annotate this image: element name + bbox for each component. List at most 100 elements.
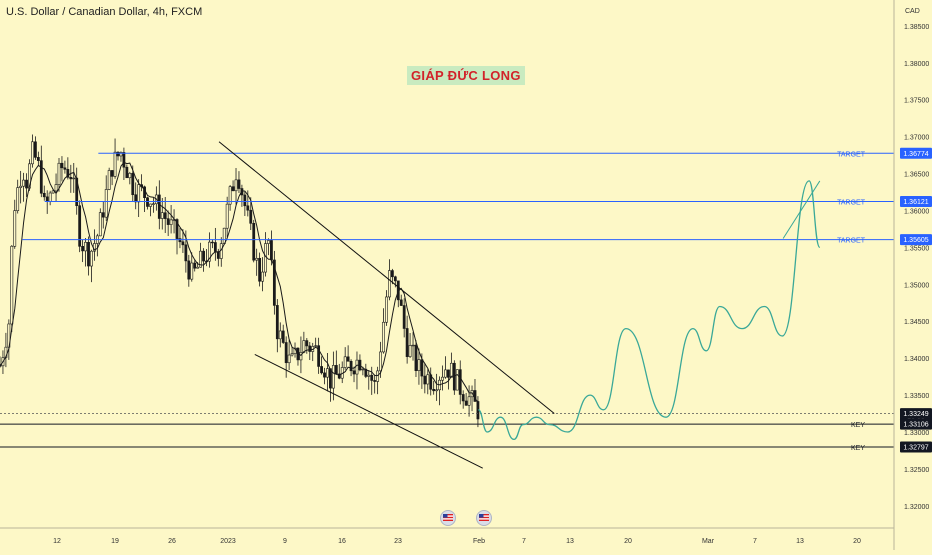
candle <box>84 237 87 267</box>
upper-trendline[interactable] <box>218 141 555 414</box>
time-tick-label: 2023 <box>220 538 236 545</box>
candle <box>417 348 421 385</box>
price-projection-path[interactable] <box>477 180 821 441</box>
price-tick-label: 1.33500 <box>904 393 929 400</box>
candle <box>175 218 179 255</box>
candle <box>423 363 427 394</box>
candle <box>54 173 58 202</box>
price-badge[interactable]: 1.32797 <box>900 441 932 453</box>
candle <box>63 160 67 174</box>
candle <box>252 219 256 263</box>
time-tick-label: 13 <box>796 538 804 545</box>
candle <box>326 353 329 392</box>
badge-value: 1.33249 <box>903 411 928 418</box>
candle <box>211 239 214 249</box>
candle <box>284 336 288 378</box>
candle <box>447 369 450 390</box>
us-flag-event-icon[interactable] <box>440 510 456 526</box>
lower-trendline[interactable] <box>254 354 483 469</box>
candle <box>231 180 235 192</box>
price-tick-label: 1.35000 <box>904 282 929 289</box>
price-tick-label: 1.36000 <box>904 208 929 215</box>
candle <box>432 380 436 395</box>
candle <box>78 200 82 253</box>
time-tick-label: 20 <box>624 538 632 545</box>
candle <box>75 167 79 215</box>
candle <box>281 324 285 344</box>
candle <box>261 257 264 292</box>
horizontal-levels[interactable]: TARGET TARGET TARGET KEY KEY <box>0 151 894 452</box>
level-label: TARGET <box>837 238 866 245</box>
currency-label: CAD <box>905 8 920 15</box>
candle <box>178 227 182 249</box>
candle <box>13 199 17 249</box>
time-tick-label: 13 <box>566 538 574 545</box>
candle <box>249 197 253 230</box>
price-badge[interactable]: 1.36121 <box>900 196 932 208</box>
candle <box>461 390 465 409</box>
candle <box>320 356 323 375</box>
candle <box>408 333 412 359</box>
candle <box>441 365 444 391</box>
candle <box>39 145 43 198</box>
moving-average-line <box>0 161 479 403</box>
price-tick-label: 1.33000 <box>904 430 929 437</box>
target-arrow-left[interactable] <box>782 180 821 239</box>
candle <box>160 197 164 230</box>
trendline-drawings[interactable] <box>218 141 821 469</box>
candle <box>314 337 318 348</box>
level-label: KEY <box>851 422 865 429</box>
candle <box>57 157 61 192</box>
candle <box>467 385 471 417</box>
price-badge[interactable]: 1.36774 <box>900 147 932 159</box>
candle <box>234 168 238 205</box>
economic-events[interactable] <box>440 510 492 526</box>
candle <box>402 298 406 338</box>
candle <box>352 366 356 383</box>
candle <box>393 275 397 288</box>
badge-value: 1.36774 <box>903 151 928 158</box>
candle <box>216 248 220 267</box>
price-tick-label: 1.37000 <box>904 135 929 142</box>
price-tick-label: 1.32500 <box>904 467 929 474</box>
candle <box>60 156 64 182</box>
price-badge[interactable]: 1.35605 <box>900 234 932 246</box>
time-tick-label: 7 <box>522 538 526 545</box>
candle <box>458 360 462 405</box>
time-tick-label: Mar <box>702 538 715 545</box>
candle <box>125 164 129 179</box>
candle <box>305 338 309 354</box>
time-tick-label: 23 <box>394 538 402 545</box>
candle <box>225 196 229 238</box>
candle <box>202 248 205 272</box>
candle <box>163 196 167 234</box>
candle <box>87 236 90 276</box>
candle <box>355 351 359 390</box>
candle <box>308 341 312 361</box>
price-badge[interactable]: 1.33106 <box>900 418 932 430</box>
candle <box>104 175 108 221</box>
candle <box>405 315 409 364</box>
candle <box>128 171 132 185</box>
candle <box>278 322 282 348</box>
candle <box>187 254 191 287</box>
badge-value: 1.36121 <box>903 199 928 206</box>
time-tick-label: 26 <box>168 538 176 545</box>
us-flag-event-icon[interactable] <box>476 510 492 526</box>
candle <box>42 185 46 201</box>
price-tick-label: 1.36500 <box>904 172 929 179</box>
candle <box>16 179 20 214</box>
level-label: KEY <box>851 445 865 452</box>
candle <box>22 172 26 202</box>
candle <box>287 340 291 371</box>
candle <box>101 201 105 229</box>
candle <box>444 356 447 379</box>
time-tick-label: 12 <box>53 538 61 545</box>
candle <box>113 138 117 179</box>
candle <box>455 369 459 391</box>
time-axis[interactable]: 12 19 26 2023 9 16 23 Feb 7 13 20 Mar 7 13 20 <box>53 538 861 545</box>
